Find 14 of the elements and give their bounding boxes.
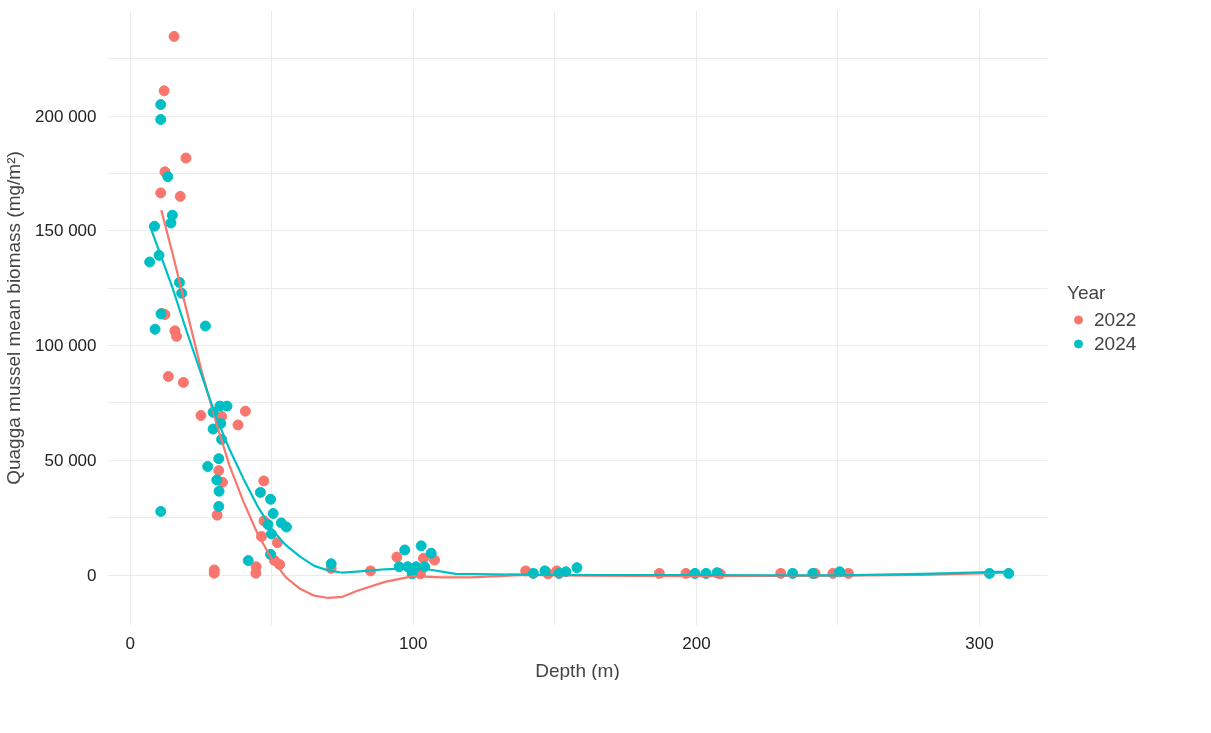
y-tick-label: 0 (87, 565, 97, 585)
x-tick-label: 300 (965, 633, 994, 653)
x-tick-label: 0 (125, 633, 135, 653)
x-axis-title: Depth (m) (535, 659, 620, 681)
x-tick-label: 100 (399, 633, 428, 653)
y-tick-label: 100 000 (35, 336, 97, 356)
legend-label: 2024 (1094, 332, 1137, 354)
x-tick-label: 200 (682, 633, 711, 653)
legend-title: Year (1067, 281, 1107, 303)
y-tick-label: 150 000 (35, 221, 97, 241)
y-axis-title: Quagga mussel mean biomass (mg/m²) (3, 151, 25, 485)
y-tick-label: 200 000 (35, 106, 97, 126)
legend-label: 2022 (1094, 308, 1137, 330)
y-tick-label: 50 000 (44, 450, 97, 470)
